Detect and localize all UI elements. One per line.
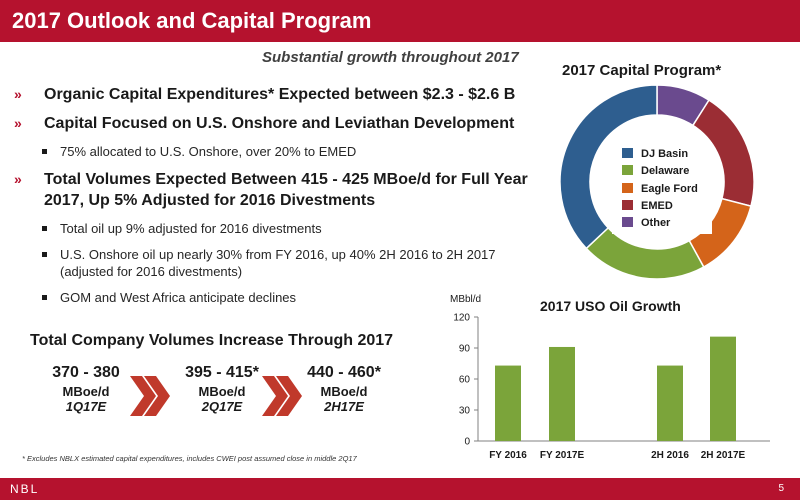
page-title: 2017 Outlook and Capital Program: [12, 8, 372, 33]
x-tick-label: FY 2017E: [540, 450, 585, 461]
legend-swatch: [622, 200, 633, 210]
y-tick-label: 0: [464, 437, 470, 448]
company-logo: NBL: [10, 482, 40, 496]
bullet-text: Organic Capital Expenditures* Expected b…: [44, 86, 516, 103]
chevron-arrow-icon: [130, 376, 170, 416]
volume-period: 2H17E: [324, 399, 364, 414]
legend-label: EMED: [641, 200, 673, 212]
legend-swatch: [622, 165, 633, 175]
square-bullet-icon: [42, 149, 47, 154]
volume-unit: MBoe/d: [198, 384, 246, 399]
double-chevron-icon: »: [14, 115, 22, 131]
chevron-arrow-icon: [262, 376, 302, 416]
y-tick-label: 30: [459, 406, 471, 417]
legend-item-eagle-ford: Eagle Ford: [622, 183, 698, 195]
donut-slice-dj-basin: [559, 84, 658, 250]
double-chevron-icon: »: [14, 86, 22, 102]
square-bullet-icon: [42, 252, 47, 257]
bar-chart-ylabel: MBbl/d: [450, 294, 482, 305]
y-tick-label: 120: [453, 313, 470, 324]
bullet-text: U.S. Onshore oil up nearly 30% from FY 2…: [60, 247, 496, 279]
bar-chart-title: 2017 USO Oil Growth: [540, 298, 681, 314]
volume-2q17: 395 - 415* MBoe/d 2Q17E: [172, 364, 272, 414]
square-bullet-icon: [42, 295, 47, 300]
bullet-text: Total oil up 9% adjusted for 2016 divest…: [60, 221, 322, 236]
x-tick-label: FY 2016: [489, 450, 527, 461]
bar-fy-2016: [495, 365, 521, 441]
volume-1q17: 370 - 380 MBoe/d 1Q17E: [38, 364, 134, 414]
footnote: * Excludes NBLX estimated capital expend…: [22, 454, 357, 463]
bullet-list: » Organic Capital Expenditures* Expected…: [12, 84, 537, 306]
legend-label: DJ Basin: [641, 148, 689, 160]
sub-bullet-oil: Total oil up 9% adjusted for 2016 divest…: [12, 220, 537, 237]
volumes-title: Total Company Volumes Increase Through 2…: [30, 332, 394, 349]
bar-2h-2017e: [710, 336, 736, 441]
legend-item-dj-basin: DJ Basin: [622, 148, 688, 160]
legend-label: Other: [641, 217, 671, 229]
legend-swatch: [622, 148, 633, 158]
legend-swatch: [622, 217, 633, 227]
page-number: 5: [778, 483, 784, 494]
bullet-capex: » Organic Capital Expenditures* Expected…: [12, 84, 537, 105]
legend-item-delaware: Delaware: [622, 165, 689, 177]
volume-unit: MBoe/d: [320, 384, 368, 399]
square-bullet-icon: [42, 226, 47, 231]
legend-label: Delaware: [641, 165, 690, 177]
sub-bullet-onshore: U.S. Onshore oil up nearly 30% from FY 2…: [12, 246, 537, 280]
volume-range: 440 - 460*: [307, 364, 381, 381]
page-subtitle: Substantial growth throughout 2017: [262, 49, 519, 66]
bullet-text: 75% allocated to U.S. Onshore, over 20% …: [60, 144, 357, 159]
legend-item-other: Other: [622, 217, 670, 229]
x-tick-label: 2H 2016: [651, 450, 689, 461]
volume-range: 370 - 380: [52, 364, 120, 381]
bullet-total-volumes: » Total Volumes Expected Between 415 - 4…: [12, 169, 537, 211]
volume-period: 2Q17E: [201, 399, 243, 414]
x-tick-label: 2H 2017E: [701, 450, 746, 461]
bullet-text: GOM and West Africa anticipate declines: [60, 290, 297, 305]
y-tick-label: 90: [459, 344, 471, 355]
y-tick-label: 60: [459, 375, 471, 386]
donut-chart-title: 2017 Capital Program*: [562, 62, 722, 79]
footer-bar: NBL 5: [0, 478, 800, 500]
bullet-capital-focus: » Capital Focused on U.S. Onshore and Le…: [12, 113, 537, 134]
bullet-text: Total Volumes Expected Between 415 - 425…: [44, 171, 528, 209]
double-chevron-icon: »: [14, 171, 22, 187]
bar-fy-2017e: [549, 346, 575, 441]
volume-unit: MBoe/d: [62, 384, 110, 399]
sub-bullet-declines: GOM and West Africa anticipate declines: [12, 289, 537, 306]
legend-swatch: [622, 183, 633, 193]
bar-2h-2016: [657, 365, 683, 441]
volume-2h17: 440 - 460* MBoe/d 2H17E: [294, 364, 394, 414]
title-bar: 2017 Outlook and Capital Program: [0, 0, 800, 42]
sub-bullet-allocation: 75% allocated to U.S. Onshore, over 20% …: [12, 143, 537, 160]
bullet-text: Capital Focused on U.S. Onshore and Levi…: [44, 115, 515, 132]
legend-label: Eagle Ford: [641, 183, 698, 195]
volume-range: 395 - 415*: [185, 364, 259, 381]
legend-item-emed: EMED: [622, 200, 673, 212]
volume-period: 1Q17E: [65, 399, 107, 414]
donut-legend: DJ Basin Delaware Eagle Ford EMED Other: [612, 142, 712, 234]
